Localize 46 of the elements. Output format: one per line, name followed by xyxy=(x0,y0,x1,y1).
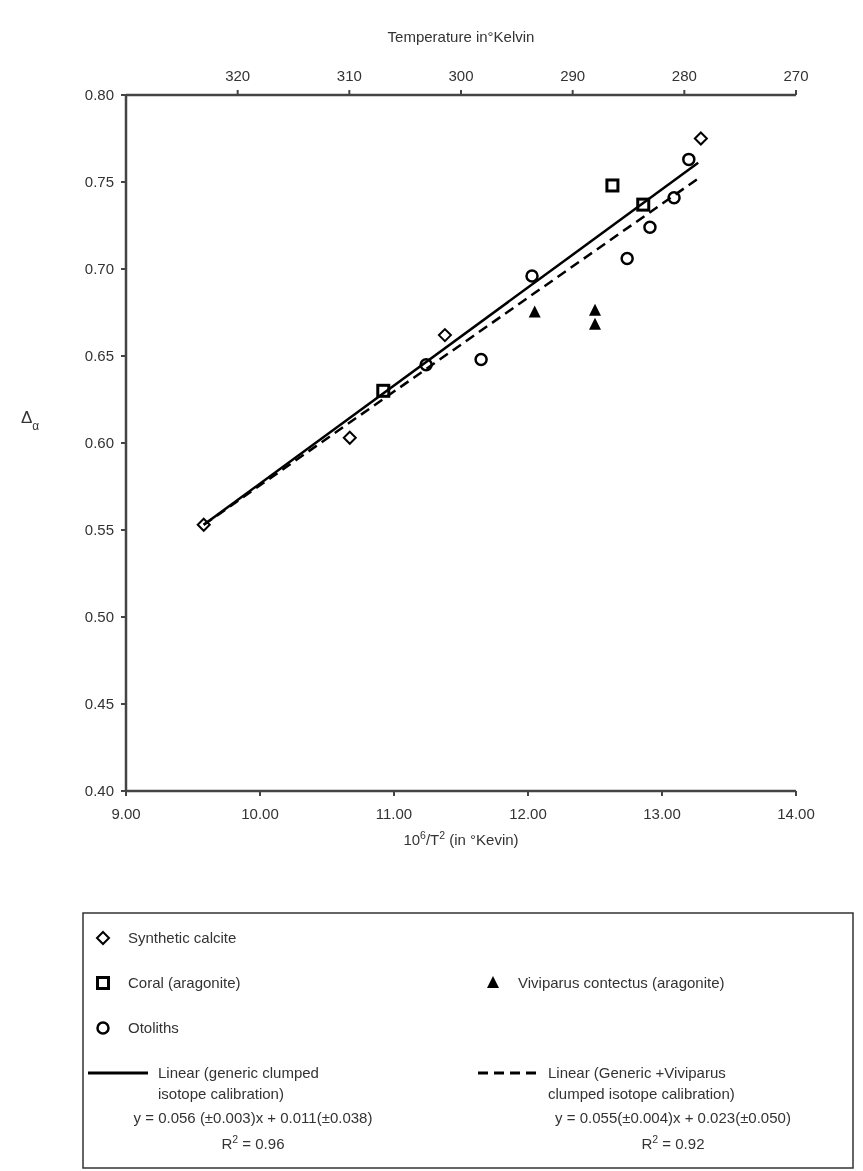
point xyxy=(474,352,488,367)
x-tick-label: 13.00 xyxy=(643,805,681,822)
y-tick-label: 0.55 xyxy=(84,521,114,539)
point xyxy=(605,178,620,193)
point xyxy=(589,303,601,316)
x-tick-label: 9.00 xyxy=(111,805,141,822)
text: R$^{2}$ = 0.92 xyxy=(641,1133,705,1152)
point xyxy=(682,152,696,167)
legend-label: Otoliths xyxy=(128,1019,179,1037)
x2-tick-label: 280 xyxy=(671,67,697,84)
legend-label: Linear (generic clumped isotope calibration) xyxy=(158,1064,319,1102)
legend-label: Coral (aragonite) xyxy=(128,974,241,992)
legend-label: Viviparus contectus (aragonite) xyxy=(518,974,725,992)
x-tick-label: 11.00 xyxy=(375,805,413,822)
text: y = 0.056 (±0.003)x + 0.011(±0.038) xyxy=(133,1109,373,1126)
x-tick-label: 14.00 xyxy=(777,805,815,822)
x2-tick-label: 320 xyxy=(225,67,251,84)
y-tick-label: 0.60 xyxy=(84,434,114,452)
point xyxy=(528,305,541,318)
text: y = 0.055(±0.004)x + 0.023(±0.050) xyxy=(555,1109,791,1126)
y-tick-label: 0.40 xyxy=(84,782,114,800)
y-tick-label: 0.65 xyxy=(84,347,114,365)
y-tick-label: 0.50 xyxy=(84,608,114,626)
x2-tick-label: 270 xyxy=(783,67,809,84)
x2-tick-label: 290 xyxy=(560,67,586,84)
x-tick-label: 10.00 xyxy=(241,805,279,822)
point xyxy=(342,430,357,445)
x2-tick-label: 310 xyxy=(336,67,362,84)
point xyxy=(643,220,657,234)
point xyxy=(693,131,708,146)
legend-label: Linear (Generic +Viviparus clumped isotope calibration) xyxy=(548,1064,735,1102)
point xyxy=(437,328,452,343)
x2-axis-title: Temperature in°Kelvin xyxy=(387,28,535,45)
y-tick-label: 0.45 xyxy=(84,695,114,713)
point xyxy=(620,251,634,266)
point xyxy=(589,317,601,330)
y-tick-label: 0.75 xyxy=(84,173,114,191)
y-axis-title: Δ$_{α}$ xyxy=(20,408,40,433)
x-axis-title: 10$^{6}$/T$^{2}$ (in °Kevin) xyxy=(403,829,519,848)
legend-label: Synthetic calcite xyxy=(128,929,237,947)
text: R$^{2}$ = 0.96 xyxy=(221,1133,285,1152)
y-tick-label: 0.80 xyxy=(84,86,114,104)
y-tick-label: 0.70 xyxy=(84,260,114,278)
x2-tick-label: 300 xyxy=(448,67,474,84)
point xyxy=(525,269,539,283)
x-tick-label: 12.00 xyxy=(509,805,547,822)
